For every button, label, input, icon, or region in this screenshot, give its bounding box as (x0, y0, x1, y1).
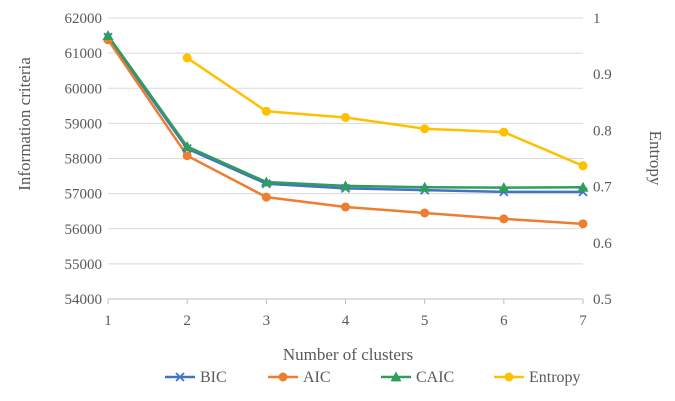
point-caic (260, 176, 272, 187)
point-aic (499, 214, 509, 224)
y2-tick-label: 1 (593, 11, 601, 27)
point-aic (578, 219, 588, 229)
point-aic (341, 202, 350, 212)
point-caic (102, 30, 114, 40)
y2-tick-label: 0.5 (593, 292, 612, 308)
point-aic (261, 192, 271, 202)
y-tick-label: 61000 (65, 46, 103, 62)
y-tick-label: 60000 (65, 81, 103, 97)
y-axis-title: Information criteria (15, 57, 34, 191)
series-markers (102, 30, 589, 229)
point-aic (182, 151, 192, 161)
x-tick-label: 7 (579, 313, 587, 329)
x-tick-label: 6 (500, 313, 508, 329)
x-tick-label: 5 (421, 313, 429, 329)
y2-axis-title: Entropy (646, 131, 665, 186)
x-axis-title: Number of clusters (283, 345, 413, 364)
legend-item-caic: CAIC (381, 369, 454, 386)
y2-tick-label: 0.6 (593, 236, 612, 252)
point-caic (577, 181, 589, 192)
legend-item-bic: BIC (165, 369, 227, 386)
legend-marker-entropy (504, 372, 514, 382)
legend-marker-caic (390, 371, 402, 382)
point-caic (340, 180, 351, 191)
y-tick-label: 57000 (65, 187, 103, 203)
y2-tick-label: 0.7 (593, 180, 612, 196)
point-caic (181, 141, 193, 151)
legend-label-bic: BIC (200, 369, 227, 386)
series-line-aic (106, 39, 584, 226)
point-aic (420, 208, 430, 218)
y-tick-label: 54000 (65, 292, 103, 308)
series-line-caic (106, 34, 584, 189)
legend-item-entropy: Entropy (494, 369, 581, 386)
y2-tick-label: 0.9 (593, 67, 612, 83)
series-lines (106, 34, 584, 226)
y-tick-label: 58000 (65, 152, 103, 168)
point-entropy (499, 127, 509, 137)
y-tick-label: 56000 (65, 222, 103, 238)
legend: BIC AIC CAIC Entropy (165, 369, 581, 386)
point-caic (498, 182, 510, 193)
legend-label-caic: CAIC (416, 369, 454, 386)
point-entropy (420, 124, 430, 134)
point-entropy (341, 112, 350, 122)
point-entropy (261, 106, 271, 116)
point-caic (419, 181, 431, 192)
legend-marker-bic (175, 372, 185, 382)
point-entropy (182, 53, 192, 63)
legend-label-entropy: Entropy (529, 369, 581, 386)
x-tick-label: 1 (104, 313, 112, 329)
y-tick-label: 62000 (65, 11, 103, 27)
axes (107, 298, 584, 304)
tick-labels: 54000 55000 56000 57000 58000 59000 60000 61000… (65, 11, 613, 329)
point-entropy (578, 161, 588, 171)
x-tick-label: 4 (342, 313, 350, 329)
y2-tick-label: 0.8 (593, 123, 612, 139)
series-line-entropy (186, 56, 584, 167)
legend-label-aic: AIC (303, 369, 331, 386)
x-tick-label: 2 (183, 313, 191, 329)
legend-marker-bic-stroke (175, 372, 185, 382)
legend-item-aic: AIC (268, 369, 331, 386)
y-tick-label: 59000 (65, 116, 103, 132)
gridlines (108, 17, 583, 300)
x-tick-label: 3 (263, 313, 271, 329)
legend-marker-aic (278, 372, 288, 382)
y-tick-label: 55000 (65, 257, 103, 273)
